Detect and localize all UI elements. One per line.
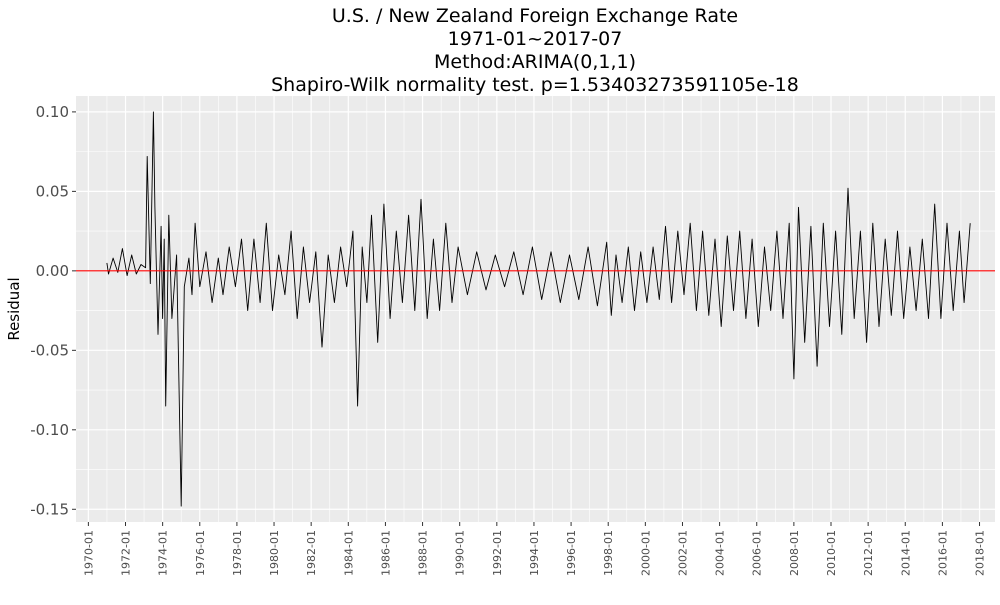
x-tick-label: 1978-01 bbox=[231, 530, 244, 576]
gridlines bbox=[76, 96, 995, 522]
title-line-1: U.S. / New Zealand Foreign Exchange Rate bbox=[332, 5, 738, 27]
y-tick-label: 0.05 bbox=[36, 182, 69, 200]
x-tick-label: 2006-01 bbox=[751, 530, 764, 576]
x-tick-label: 2018-01 bbox=[974, 530, 987, 576]
x-tick-label: 1986-01 bbox=[379, 530, 392, 576]
chart-title: U.S. / New Zealand Foreign Exchange Rate… bbox=[271, 5, 799, 96]
y-tick-label: 0.00 bbox=[36, 262, 69, 280]
y-tick-label: -0.10 bbox=[30, 421, 69, 439]
title-line-3: Method:ARIMA(0,1,1) bbox=[434, 51, 636, 73]
title-line-4: Shapiro-Wilk normality test. p=1.5340327… bbox=[271, 74, 799, 96]
x-tick-label: 1996-01 bbox=[565, 530, 578, 576]
x-tick-label: 2004-01 bbox=[714, 530, 727, 576]
x-tick-label: 1972-01 bbox=[120, 530, 133, 576]
x-tick-label: 1992-01 bbox=[491, 530, 504, 576]
x-tick-label: 2012-01 bbox=[862, 530, 875, 576]
x-tick-label: 2016-01 bbox=[936, 530, 949, 576]
plot-panel bbox=[76, 96, 995, 522]
x-tick-label: 1974-01 bbox=[157, 530, 170, 576]
x-tick-label: 2014-01 bbox=[899, 530, 912, 576]
x-tick-label: 1990-01 bbox=[454, 530, 467, 576]
x-tick-label: 2000-01 bbox=[639, 530, 652, 576]
x-tick-label: 1988-01 bbox=[417, 530, 430, 576]
x-tick-label: 1982-01 bbox=[305, 530, 318, 576]
x-tick-label: 2002-01 bbox=[676, 530, 689, 576]
x-tick-label: 1998-01 bbox=[602, 530, 615, 576]
x-tick-label: 2010-01 bbox=[825, 530, 838, 576]
x-tick-label: 1970-01 bbox=[82, 530, 95, 576]
x-tick-label: 1984-01 bbox=[342, 530, 355, 576]
y-tick-label: -0.05 bbox=[30, 341, 69, 359]
title-line-2: 1971-01~2017-07 bbox=[448, 28, 623, 50]
y-axis: 0.10 0.05 0.00 -0.05 -0.10 -0.15 bbox=[30, 103, 76, 518]
x-tick-label: 1976-01 bbox=[194, 530, 207, 576]
y-axis-title: Residual bbox=[5, 277, 23, 340]
x-tick-label: 1994-01 bbox=[528, 530, 541, 576]
y-tick-label: -0.15 bbox=[30, 500, 69, 518]
x-tick-label: 1980-01 bbox=[268, 530, 281, 576]
x-axis: 1970-01 1972-01 1974-01 1976-01 1978-01 1980-… bbox=[82, 522, 987, 576]
y-tick-label: 0.10 bbox=[36, 103, 69, 121]
x-tick-label: 2008-01 bbox=[788, 530, 801, 576]
